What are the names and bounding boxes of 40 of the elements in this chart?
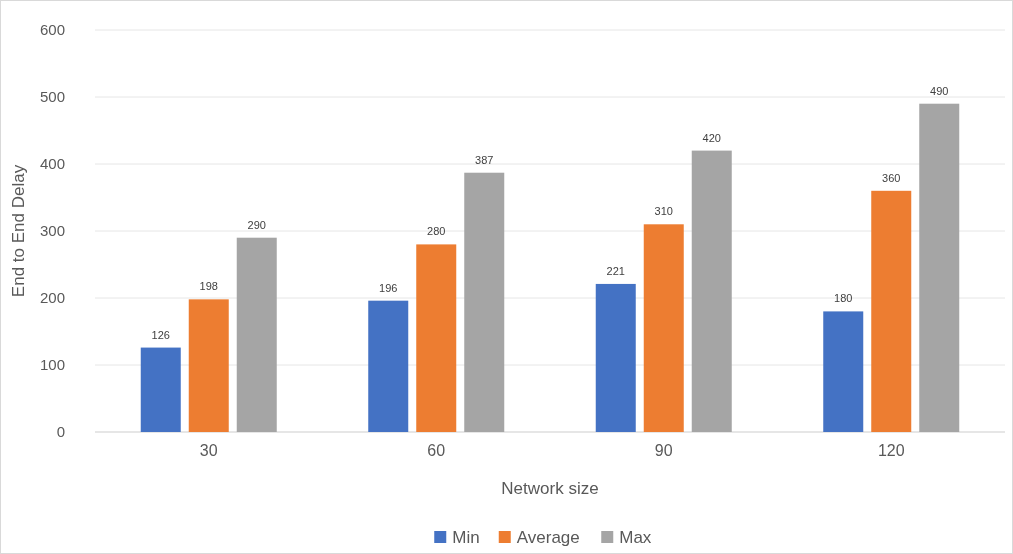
- bar: [140, 347, 181, 432]
- bar: [368, 300, 409, 432]
- x-tick-label: 120: [877, 442, 905, 459]
- bar: [919, 103, 960, 432]
- data-label: 490: [930, 84, 949, 97]
- bar: [691, 150, 732, 432]
- x-tick-label: 30: [199, 442, 218, 459]
- data-label: 310: [654, 205, 673, 218]
- y-tick-label: 200: [39, 289, 65, 307]
- bar: [595, 283, 636, 432]
- bar: [464, 172, 505, 432]
- x-tick-label: 90: [654, 442, 673, 459]
- data-label: 280: [427, 225, 446, 238]
- y-tick-label: 0: [56, 423, 65, 441]
- y-axis-title: End to End Delay: [9, 164, 28, 298]
- data-label: 360: [882, 171, 901, 184]
- y-tick-label: 100: [39, 356, 65, 374]
- legend-label: Average: [516, 527, 580, 547]
- bar: [871, 190, 912, 432]
- data-label: 290: [247, 218, 266, 231]
- y-tick-label: 400: [39, 155, 65, 173]
- y-tick-label: 500: [39, 88, 65, 106]
- y-tick-label: 600: [39, 21, 65, 39]
- legend-label: Max: [619, 527, 652, 547]
- x-axis-title: Network size: [501, 479, 599, 498]
- data-label: 387: [475, 153, 494, 166]
- data-label: 180: [834, 292, 853, 305]
- bar: [236, 237, 277, 432]
- y-tick-label: 300: [39, 222, 65, 240]
- bar: [823, 311, 864, 432]
- legend-label: Min: [452, 527, 480, 547]
- data-label: 198: [199, 280, 218, 293]
- bar: [643, 224, 684, 432]
- data-label: 221: [606, 264, 625, 277]
- data-label: 420: [702, 131, 721, 144]
- bar: [188, 299, 229, 432]
- data-label: 126: [151, 328, 170, 341]
- x-tick-label: 60: [427, 442, 446, 459]
- data-label: 196: [379, 281, 398, 294]
- bar: [416, 244, 457, 432]
